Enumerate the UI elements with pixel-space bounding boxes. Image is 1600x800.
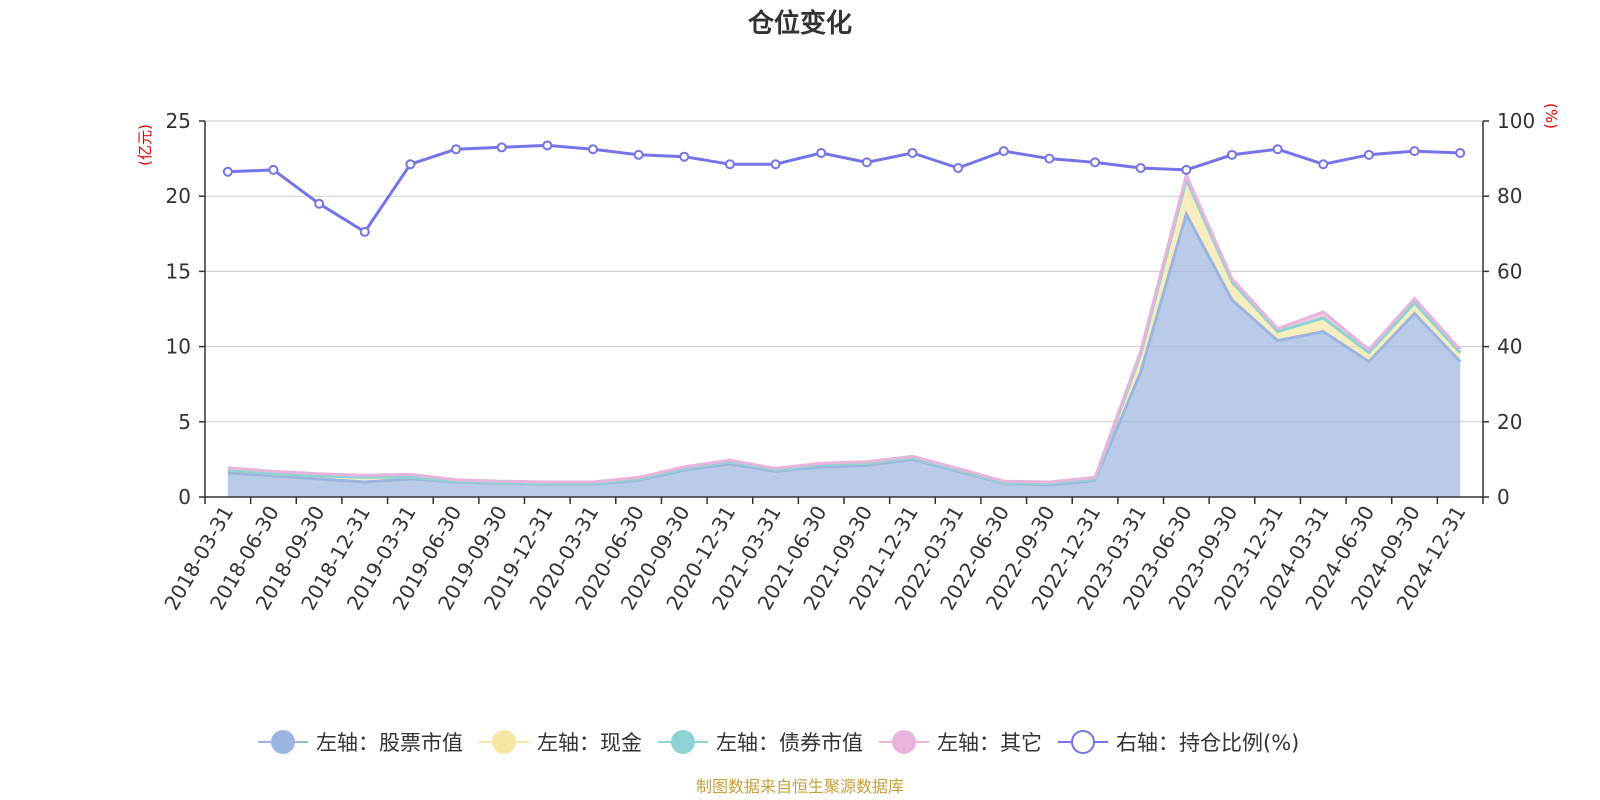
ratio-point xyxy=(679,151,690,162)
ratio-point xyxy=(1318,159,1329,170)
ratio-point xyxy=(724,159,735,170)
legend-marker xyxy=(892,730,916,754)
legend-marker xyxy=(271,730,295,754)
ratio-point xyxy=(542,140,553,151)
legend-label: 左轴：债券市值 xyxy=(716,731,863,755)
right-tick-label: 0 xyxy=(1497,485,1510,509)
legend-label: 左轴：其它 xyxy=(937,731,1042,755)
right-tick-label: 60 xyxy=(1497,259,1522,283)
chart-title: 仓位变化 xyxy=(747,8,852,39)
legend-item-2[interactable]: 左轴：现金 xyxy=(479,730,642,755)
ratio-point xyxy=(1181,164,1192,175)
ratio-point xyxy=(1363,149,1374,160)
ratio-point xyxy=(268,164,279,175)
legend-marker xyxy=(492,730,516,754)
area-edge-4 xyxy=(227,170,1462,484)
legend-item-4[interactable]: 左轴：其它 xyxy=(879,730,1042,755)
ratio-point xyxy=(451,144,462,155)
ratio-point xyxy=(998,146,1009,157)
left-axis-unit: (亿元) xyxy=(136,124,154,166)
ratio-point xyxy=(314,198,325,209)
legend-label: 左轴：现金 xyxy=(537,731,642,755)
right-tick-label: 40 xyxy=(1497,335,1522,359)
legend-item-5[interactable]: 右轴：持仓比例(%) xyxy=(1058,730,1299,755)
ratio-point xyxy=(405,159,416,170)
left-tick-label: 0 xyxy=(178,485,191,509)
left-tick-label: 5 xyxy=(178,410,191,434)
ratio-point xyxy=(1090,157,1101,168)
legend-marker xyxy=(671,730,695,754)
ratio-point xyxy=(1044,153,1055,164)
legend: 左轴：股票市值 左轴：现金 左轴：债券市值 左轴：其它 右轴：持仓比例(%) xyxy=(258,730,1299,755)
legend-item-3[interactable]: 左轴：债券市值 xyxy=(658,730,863,755)
ratio-point xyxy=(816,147,827,158)
ratio-point xyxy=(953,163,964,173)
right-tick-label: 80 xyxy=(1497,184,1522,208)
legend-marker xyxy=(1071,730,1095,754)
right-axis-unit: (%) xyxy=(1542,103,1560,129)
right-tick-label: 100 xyxy=(1497,109,1535,133)
left-tick-label: 20 xyxy=(166,184,191,208)
ratio-line-path xyxy=(227,143,1461,234)
ratio-point xyxy=(1409,146,1420,157)
ratio-point xyxy=(1135,163,1146,173)
left-tick-label: 15 xyxy=(166,259,191,283)
ratio-line xyxy=(222,140,1466,237)
legend-label: 右轴：持仓比例(%) xyxy=(1116,731,1299,755)
ratio-point xyxy=(1226,149,1237,160)
ratio-point xyxy=(861,157,872,168)
ratio-point xyxy=(587,144,598,155)
left-tick-label: 25 xyxy=(166,109,191,133)
ratio-point xyxy=(496,142,507,153)
ratio-point xyxy=(1455,147,1466,158)
legend-item-1[interactable]: 左轴：股票市值 xyxy=(258,730,463,755)
legend-label: 左轴：股票市值 xyxy=(316,731,463,755)
ratio-point xyxy=(222,166,233,177)
ratio-point xyxy=(770,159,781,170)
ratio-point xyxy=(633,149,644,160)
ratio-point xyxy=(907,147,918,158)
data-source-note: 制图数据来自恒生聚源数据库 xyxy=(696,777,904,796)
ratio-point xyxy=(1272,144,1283,155)
area-1 xyxy=(227,214,1461,497)
area-edge-1 xyxy=(227,210,1462,487)
stacked-areas xyxy=(227,170,1462,497)
ratio-point xyxy=(359,226,370,237)
right-tick-label: 20 xyxy=(1497,410,1522,434)
left-tick-label: 10 xyxy=(166,335,191,359)
